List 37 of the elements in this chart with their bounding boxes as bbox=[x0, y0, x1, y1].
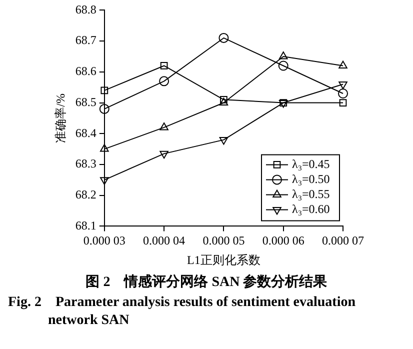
y-tick-label: 68.2 bbox=[75, 188, 96, 202]
y-tick-label: 68.1 bbox=[75, 218, 96, 232]
y-tick-label: 68.8 bbox=[75, 2, 96, 16]
y-tick-label: 68.6 bbox=[75, 64, 96, 78]
point bbox=[100, 177, 109, 185]
caption: Fig. 2 Parameter analysis results of sentiment evaluation network SAN bbox=[8, 294, 357, 330]
point bbox=[338, 82, 348, 90]
x-tick-label: 0.000 07 bbox=[322, 234, 364, 248]
y-axis-title: 准确率/% bbox=[53, 94, 68, 143]
point bbox=[338, 88, 348, 99]
point bbox=[219, 98, 228, 106]
caption: 图 2 情感评分网络 SAN 参数分析结果 bbox=[84, 274, 328, 292]
point bbox=[278, 60, 288, 71]
legend-label: λ₃=0.45 bbox=[292, 156, 330, 171]
point bbox=[219, 137, 228, 145]
legend-label: λ₃=0.60 bbox=[292, 202, 330, 216]
x-tick-label: 0.000 05 bbox=[202, 234, 245, 248]
point bbox=[338, 60, 348, 68]
legend-label: λ₃=0.50 bbox=[292, 172, 330, 186]
y-tick-label: 68.3 bbox=[75, 156, 96, 171]
y-tick-label: 68.7 bbox=[75, 33, 96, 48]
point bbox=[100, 86, 108, 94]
y-tick-label: 68.4 bbox=[75, 126, 96, 140]
x-tick-label: 0.000 06 bbox=[262, 234, 304, 248]
point bbox=[160, 150, 168, 159]
point bbox=[159, 76, 170, 86]
x-tick-label: 0.000 03 bbox=[83, 234, 126, 248]
point bbox=[160, 62, 168, 70]
point bbox=[339, 99, 347, 106]
point bbox=[99, 104, 110, 114]
legend-label: λ₃=0.55 bbox=[292, 186, 330, 201]
y-tick-label: 68.5 bbox=[75, 94, 96, 109]
point bbox=[220, 96, 228, 104]
point bbox=[218, 32, 229, 43]
x-axis-title: L1正则化系数 bbox=[187, 252, 260, 267]
point bbox=[278, 51, 288, 60]
x-tick-label: 0.000 04 bbox=[143, 234, 186, 248]
